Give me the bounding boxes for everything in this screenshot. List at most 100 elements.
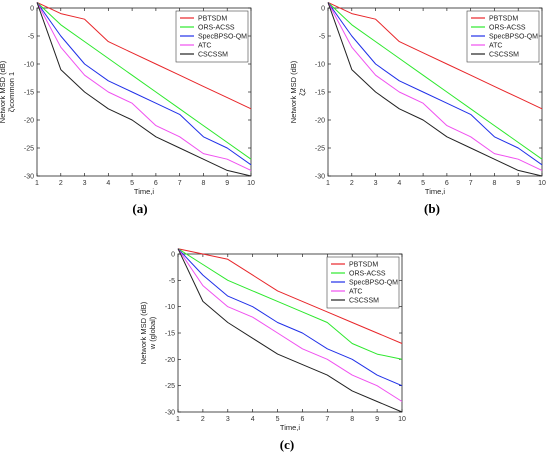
x-tick-label: 9 xyxy=(516,180,520,187)
x-tick-label: 8 xyxy=(492,180,496,187)
y-tick-label: -30 xyxy=(315,174,325,181)
y-tick-label: -25 xyxy=(315,146,325,153)
x-tick-label: 3 xyxy=(226,416,230,423)
y-tick-label: -5 xyxy=(169,278,175,285)
y-axis-label: Network MSD (dB) xyxy=(0,60,7,123)
y-tick-label: -30 xyxy=(165,410,175,417)
y-tick-label: -25 xyxy=(165,383,175,390)
panel-caption: (a) xyxy=(132,201,147,216)
x-tick-label: 9 xyxy=(375,416,379,423)
series-line-atc xyxy=(177,248,403,402)
legend-entry: ATC xyxy=(198,43,211,50)
y-axis-label-secondary: ζ\common 1 xyxy=(7,72,16,112)
legend-entry: ORS-ACSS xyxy=(349,271,386,278)
x-tick-label: 9 xyxy=(225,180,229,187)
x-tick-label: 3 xyxy=(83,180,87,187)
series-line-ors-acss xyxy=(327,2,543,160)
y-tick-label: 0 xyxy=(171,252,175,259)
x-axis-label: Time,i xyxy=(425,187,445,196)
chart-panel-2: 1 2 3 4 5 6 7 8 9 10 0 -5 -10 -15 -20 -25 -30 Time,i Netwo… xyxy=(289,1,546,196)
series-line-ors-acss xyxy=(177,248,403,360)
panel-caption: (c) xyxy=(280,437,294,452)
legend-entry: ATC xyxy=(349,289,362,296)
x-tick-label: 6 xyxy=(445,180,449,187)
y-axis-label: Network MSD (dB) xyxy=(289,60,298,123)
series-line-specbpso-qm xyxy=(327,2,543,166)
y-tick-label: -15 xyxy=(165,331,175,338)
series-line-cscssm xyxy=(36,2,252,177)
x-tick-label: 5 xyxy=(130,180,134,187)
legend-entry: CSCSSM xyxy=(198,52,228,59)
legend-entry: PBTSDM xyxy=(198,16,227,23)
legend-entry: ATC xyxy=(489,43,502,50)
x-tick-label: 1 xyxy=(176,416,180,423)
panel-caption: (b) xyxy=(424,201,440,216)
x-tick-label: 2 xyxy=(201,416,205,423)
legend-entry: SpecBPSO-QM xyxy=(489,34,538,41)
series-line-pbtsdm xyxy=(327,1,543,110)
y-tick-label: -20 xyxy=(24,118,34,125)
series-line-ors-acss xyxy=(36,2,252,160)
y-tick-label: -30 xyxy=(24,174,34,181)
x-tick-label: 4 xyxy=(251,416,255,423)
series-line-atc xyxy=(327,2,543,171)
x-tick-label: 8 xyxy=(350,416,354,423)
series-line-specbpso-qm xyxy=(177,248,403,387)
legend-entry: PBTSDM xyxy=(489,16,518,23)
x-axis-label: Time,i xyxy=(134,187,154,196)
legend-entry: SpecBPSO-QM xyxy=(198,34,247,41)
y-tick-label: -5 xyxy=(28,34,34,41)
series-line-atc xyxy=(36,2,252,171)
legend-entry: ORS-ACSS xyxy=(198,25,235,32)
y-tick-label: -15 xyxy=(315,90,325,97)
y-tick-label: -20 xyxy=(315,118,325,125)
x-axis-label: Time,i xyxy=(280,423,300,432)
x-tick-label: 6 xyxy=(300,416,304,423)
legend-entry: SpecBPSO-QM xyxy=(349,280,398,287)
legend-entry: CSCSSM xyxy=(349,298,379,305)
x-tick-label: 1 xyxy=(35,180,39,187)
series-line-cscssm xyxy=(177,248,403,413)
y-tick-label: -5 xyxy=(319,34,325,41)
legend-entry: PBTSDM xyxy=(349,262,378,269)
x-tick-label: 10 xyxy=(538,180,546,187)
x-tick-label: 7 xyxy=(469,180,473,187)
y-tick-label: -10 xyxy=(315,62,325,69)
x-tick-label: 2 xyxy=(350,180,354,187)
y-tick-label: -25 xyxy=(24,146,34,153)
x-tick-label: 4 xyxy=(397,180,401,187)
x-tick-label: 7 xyxy=(178,180,182,187)
series-line-specbpso-qm xyxy=(36,2,252,166)
legend: PBTSDM ORS-ACSS SpecBPSO-QM ATC CSCSSM xyxy=(466,10,540,63)
x-tick-label: 1 xyxy=(326,180,330,187)
x-tick-label: 5 xyxy=(276,416,280,423)
x-tick-label: 10 xyxy=(247,180,255,187)
y-tick-label: -20 xyxy=(165,357,175,364)
legend: PBTSDM ORS-ACSS SpecBPSO-QM ATC CSCSSM xyxy=(326,256,400,309)
series-line-pbtsdm xyxy=(36,1,252,110)
x-tick-label: 4 xyxy=(106,180,110,187)
y-tick-label: 0 xyxy=(30,6,34,13)
chart-panel-3: 1 2 3 4 5 6 7 8 9 10 0 -5 -10 -15 -20 -25 -30 Time,i Netwo… xyxy=(139,248,406,432)
x-tick-label: 3 xyxy=(374,180,378,187)
y-tick-label: -10 xyxy=(165,304,175,311)
legend-entry: CSCSSM xyxy=(489,52,519,59)
y-axis-label-secondary: w (global) xyxy=(148,316,157,350)
series-line-pbtsdm xyxy=(177,248,403,344)
y-tick-label: -15 xyxy=(24,90,34,97)
y-axis-label-secondary: ζ2 xyxy=(298,88,307,95)
y-axis-label: Network MSD (dB) xyxy=(139,301,148,364)
legend: PBTSDM ORS-ACSS SpecBPSO-QM ATC CSCSSM xyxy=(175,10,249,63)
x-tick-label: 10 xyxy=(398,416,406,423)
x-tick-label: 5 xyxy=(421,180,425,187)
x-tick-label: 6 xyxy=(154,180,158,187)
x-tick-label: 2 xyxy=(59,180,63,187)
x-tick-label: 7 xyxy=(325,416,329,423)
legend-entry: ORS-ACSS xyxy=(489,25,526,32)
x-tick-label: 8 xyxy=(201,180,205,187)
series-line-cscssm xyxy=(327,2,543,177)
y-tick-label: 0 xyxy=(321,6,325,13)
y-tick-label: -10 xyxy=(24,62,34,69)
chart-panel-1: 1 2 3 4 5 6 7 8 9 10 0 -5 -10 -15 -20 -25 -30 Time,i Netwo… xyxy=(0,1,255,196)
